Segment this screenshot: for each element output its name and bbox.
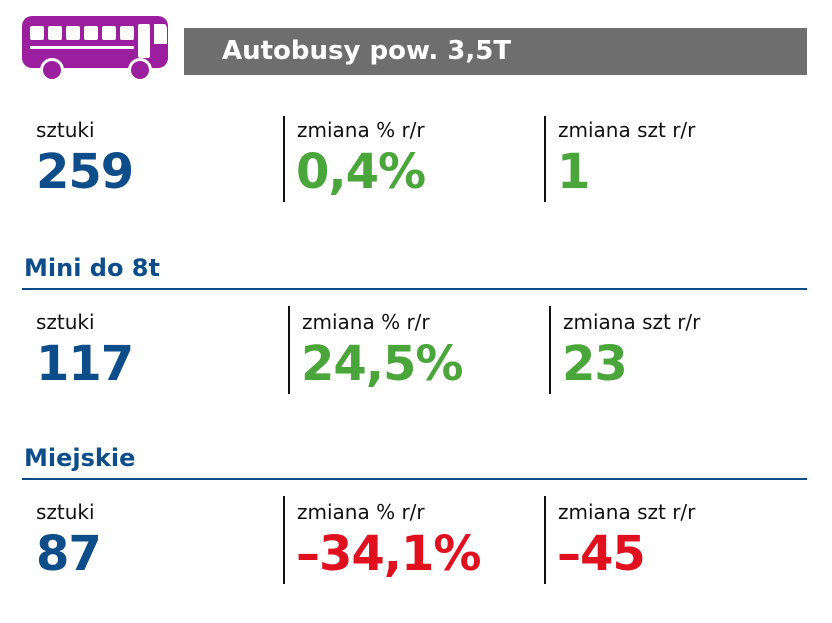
stat-label: zmiana szt r/r bbox=[558, 118, 696, 142]
stat-label: sztuki bbox=[36, 310, 95, 334]
stat-value: 0,4% bbox=[296, 144, 426, 200]
stat-value: 117 bbox=[36, 336, 134, 392]
column-divider bbox=[549, 306, 551, 394]
page-title: Autobusy pow. 3,5T bbox=[222, 36, 512, 66]
stat-value: 24,5% bbox=[301, 336, 464, 392]
bus-icon bbox=[20, 14, 174, 84]
stat-value: 87 bbox=[36, 526, 102, 582]
header-banner: Autobusy pow. 3,5T bbox=[184, 28, 807, 75]
stat-value: 259 bbox=[36, 144, 134, 200]
stat-value: 1 bbox=[557, 144, 590, 200]
column-divider bbox=[283, 116, 285, 202]
section-rule bbox=[22, 478, 807, 480]
stat-value: –34,1% bbox=[296, 526, 482, 582]
column-divider bbox=[288, 306, 290, 394]
stat-value: –45 bbox=[557, 526, 646, 582]
stat-label: zmiana % r/r bbox=[302, 310, 430, 334]
column-divider bbox=[283, 496, 285, 584]
stat-label: zmiana szt r/r bbox=[563, 310, 701, 334]
stat-label: zmiana % r/r bbox=[297, 500, 425, 524]
section-rule bbox=[22, 288, 807, 290]
column-divider bbox=[544, 496, 546, 584]
stat-label: sztuki bbox=[36, 500, 95, 524]
column-divider bbox=[544, 116, 546, 202]
stat-label: zmiana % r/r bbox=[297, 118, 425, 142]
stat-label: sztuki bbox=[36, 118, 95, 142]
section-title: Mini do 8t bbox=[24, 254, 160, 282]
stat-value: 23 bbox=[562, 336, 628, 392]
stat-label: zmiana szt r/r bbox=[558, 500, 696, 524]
section-title: Miejskie bbox=[24, 444, 136, 472]
